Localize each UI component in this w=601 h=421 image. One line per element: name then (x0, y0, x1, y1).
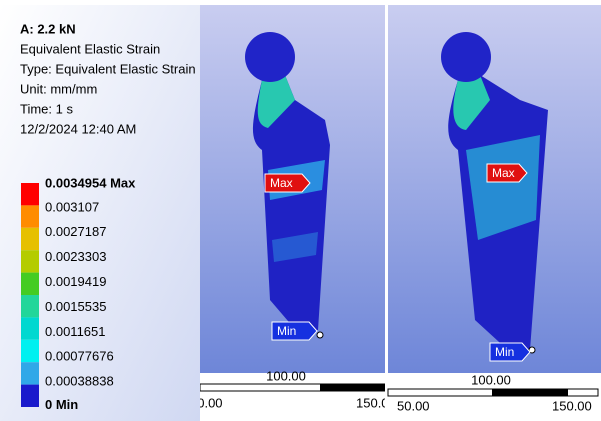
probe-label: Max (270, 176, 293, 190)
probe-tag: Max (265, 174, 310, 192)
scale-label: 100.00 (266, 368, 306, 383)
legend-swatch (21, 317, 39, 339)
screenshot: MaxMinMaxMin 100.00 50.00 150.00 100.00 … (0, 0, 601, 421)
legend-label: 0.0034954 Max (45, 175, 136, 190)
legend-swatch (21, 205, 39, 227)
probe-label: Min (495, 345, 514, 359)
probe-tag: Min (272, 322, 317, 340)
result-info: Time: 1 s (20, 101, 73, 116)
legend-label: 0.0011651 (45, 324, 106, 339)
probe-label: Max (492, 166, 515, 180)
result-info: Equivalent Elastic Strain (20, 41, 160, 56)
probe-tag: Min (490, 343, 530, 361)
scale-label: 100.00 (471, 372, 511, 387)
legend-swatch (21, 228, 39, 250)
probe-label: Min (277, 324, 296, 338)
legend-swatch (21, 295, 39, 317)
legend-label: 0.0023303 (45, 249, 106, 264)
scale-label: 150.00 (356, 395, 396, 410)
scale-bar (492, 389, 568, 396)
result-info: 12/2/2024 12:40 AM (20, 121, 136, 136)
legend-label: 0.0015535 (45, 299, 106, 314)
legend-swatch (21, 362, 39, 384)
legend-swatch (21, 340, 39, 362)
legend-label: 0 Min (45, 397, 78, 412)
legend-swatch (21, 250, 39, 272)
legend-label: 0.0019419 (45, 274, 106, 289)
result-info: Unit: mm/mm (20, 81, 97, 96)
legend-swatch (21, 273, 39, 295)
legend-label: 0.00077676 (45, 349, 114, 364)
scale-label: 50.00 (397, 398, 430, 413)
scale-bar (320, 384, 385, 391)
probe-tag: Max (487, 164, 527, 182)
scale-label: 150.00 (552, 398, 592, 413)
legend-swatch (21, 183, 39, 205)
legend-label: 0.003107 (45, 199, 99, 214)
legend-swatch (21, 385, 39, 407)
legend-label: 0.0027187 (45, 224, 106, 239)
legend-label: 0.00038838 (45, 374, 114, 389)
result-info: Type: Equivalent Elastic Strain (20, 61, 196, 76)
result-title: A: 2.2 kN (20, 21, 76, 36)
